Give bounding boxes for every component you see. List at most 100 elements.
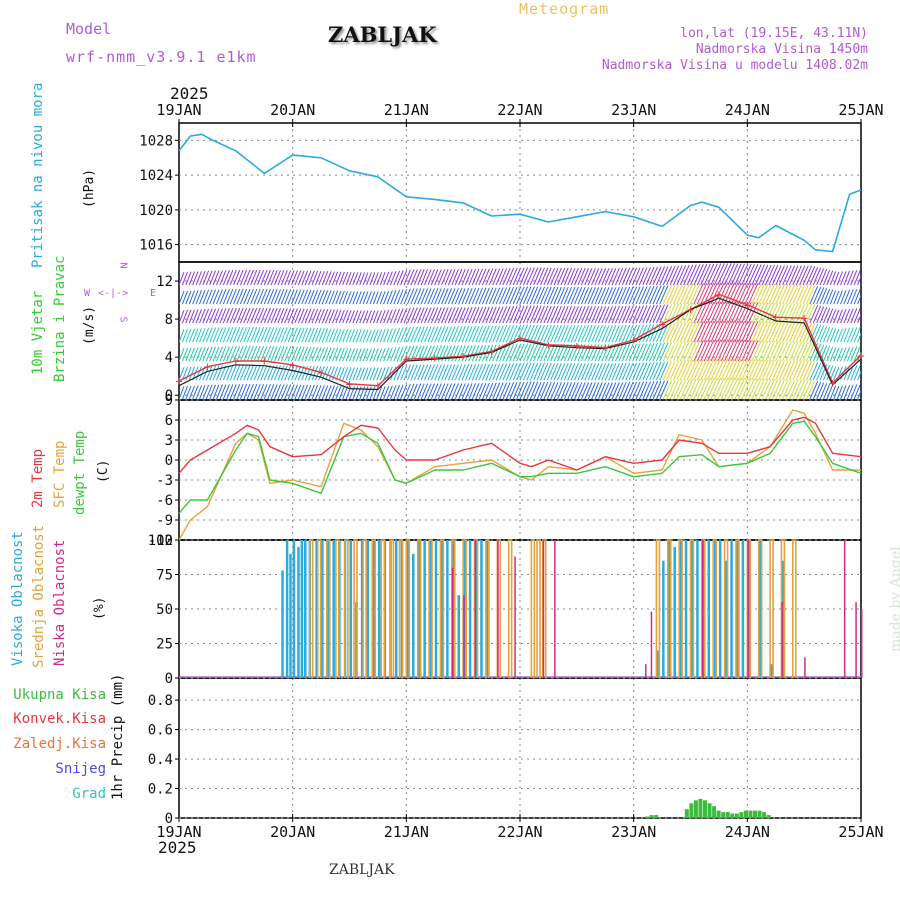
wind-barb	[427, 326, 435, 343]
mid-cloud-bar	[666, 539, 672, 678]
wind-barb	[287, 365, 295, 381]
wind-barb	[359, 367, 366, 381]
wind-barb	[345, 291, 352, 305]
wind-tick-label: 8	[165, 312, 173, 328]
time-tick-bottom: 23JAN	[611, 823, 656, 841]
wind-barb	[724, 301, 735, 324]
wind-barb	[836, 347, 843, 362]
wind-barb	[826, 346, 834, 362]
wind-barb	[403, 364, 411, 381]
wind-barb	[621, 324, 631, 343]
wind-barb	[843, 289, 851, 305]
wind-barb	[202, 270, 210, 286]
wind-barb	[277, 270, 285, 286]
wind-barb	[335, 290, 342, 305]
wind-barb	[229, 365, 237, 381]
wind-barb	[420, 364, 429, 381]
wind-barb	[383, 366, 390, 381]
wind-barb	[362, 272, 369, 286]
wind-barb	[693, 340, 704, 362]
wind-barb	[516, 362, 525, 381]
wind-barb	[318, 309, 325, 324]
wind-barb	[611, 287, 620, 305]
wind-barb	[488, 363, 497, 381]
wind-barb	[434, 326, 442, 343]
wind-gust-marker: +	[857, 348, 864, 362]
wind-barb	[185, 385, 192, 400]
wind-barb	[526, 286, 535, 305]
wind-barb	[659, 285, 669, 305]
wind-barb	[717, 282, 729, 305]
wind-barb	[730, 377, 742, 400]
wind-barb	[400, 346, 408, 362]
wind-barb	[451, 345, 459, 362]
time-tick-top: 19JAN	[156, 101, 201, 119]
wind-barb	[509, 362, 518, 381]
wind-barb	[696, 321, 708, 343]
wind-barb	[222, 327, 230, 343]
wind-barb	[615, 324, 624, 343]
wind-barb	[260, 269, 268, 286]
wind-barb	[587, 287, 596, 305]
wind-barb	[771, 379, 782, 400]
wind-barb	[195, 366, 203, 381]
wind-barb	[577, 325, 586, 343]
wind-barb	[475, 287, 483, 305]
wind-barb	[420, 269, 429, 286]
wind-barb	[765, 341, 775, 362]
wind-barb	[802, 360, 813, 381]
wind-barb	[386, 347, 393, 362]
low-cloud-bar	[804, 657, 806, 678]
wind-barb	[179, 386, 185, 400]
mid-cloud-bar	[678, 539, 683, 678]
wind-barb	[202, 365, 210, 381]
wind-barb	[522, 343, 532, 362]
wind-barb	[795, 265, 806, 286]
mid-cloud-bar	[405, 539, 411, 678]
wind-barb	[495, 287, 504, 305]
wind-barb	[263, 269, 271, 286]
temp-dewpt-line	[178, 420, 862, 514]
wind-barb	[267, 384, 275, 400]
wind-barb	[816, 306, 825, 324]
wind-barb	[655, 323, 665, 343]
wind-barb	[243, 345, 251, 362]
cloud-tick-label: 75	[156, 568, 173, 584]
wind-barb	[748, 321, 759, 343]
low-cloud-bar	[463, 595, 465, 678]
wind-barb	[672, 360, 683, 381]
wind-barb	[846, 308, 854, 324]
wind-barb	[502, 306, 511, 324]
high-cloud-bar	[696, 540, 699, 678]
wind-barb	[516, 286, 525, 305]
wind-barb	[246, 364, 254, 381]
wind-barb	[570, 306, 579, 324]
wind-barb	[284, 384, 292, 400]
wind-barb	[563, 363, 573, 381]
wind-barb	[785, 265, 796, 286]
wind-barb	[519, 381, 529, 400]
wind-barb	[577, 268, 586, 286]
wind-barb	[502, 363, 511, 381]
wind-barb	[212, 308, 220, 324]
wind-barb	[519, 362, 529, 381]
wind-barb	[256, 326, 265, 343]
wind-barb	[748, 283, 759, 305]
wind-barb	[707, 358, 718, 381]
wind-barb	[577, 382, 586, 400]
wind-barb	[420, 288, 429, 305]
mid-cloud-bar	[689, 539, 695, 678]
wind-barb	[488, 382, 497, 400]
wind-gust-marker: +	[346, 377, 353, 391]
wind-barb	[601, 325, 610, 343]
wind-barb	[239, 364, 248, 381]
wind-barb	[734, 301, 745, 324]
wind-barb	[778, 360, 789, 381]
wind-barb	[601, 268, 610, 286]
wind-barb	[594, 363, 603, 381]
wind-gust-marker: +	[715, 287, 722, 301]
wind-barb	[546, 324, 556, 343]
wind-barb	[802, 341, 813, 362]
wind-barb	[509, 324, 518, 343]
wind-barb	[239, 326, 248, 343]
